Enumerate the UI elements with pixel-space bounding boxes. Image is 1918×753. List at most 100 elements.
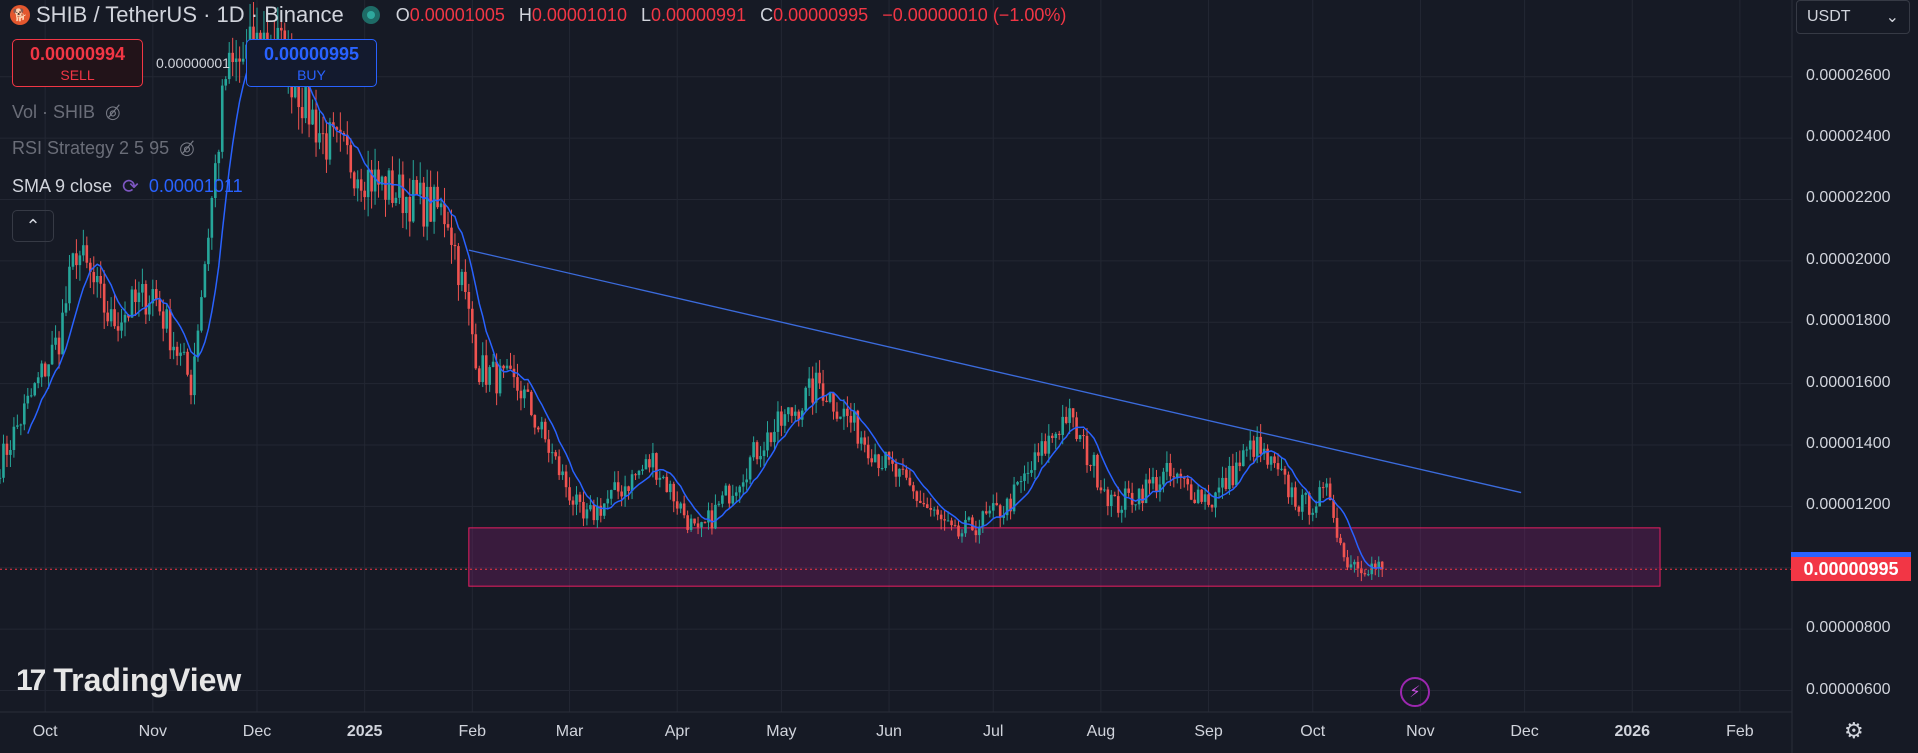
candle-body [1179,473,1183,478]
candle-body [877,454,880,469]
descending-trendline[interactable] [468,249,1522,494]
candle-body [609,490,613,499]
candle-body [689,518,693,530]
support-zone[interactable] [468,527,1661,587]
candle-body [1335,517,1339,538]
market-status-icon[interactable] [361,6,380,24]
candle [1030,461,1033,477]
high-label: H [518,4,532,25]
candle [1228,456,1231,495]
candle [894,458,898,487]
candle [1106,486,1110,516]
candle-body [321,133,325,135]
candle [88,258,92,288]
candle [682,495,686,519]
candle [1231,453,1235,489]
candle-body [1057,433,1061,435]
candle [561,464,564,480]
buy-button[interactable]: 0.00000995 BUY [246,39,377,87]
candle-body [974,530,978,536]
indicator-vol[interactable]: Vol · SHIB ◎̸ [12,102,121,123]
last-price-tag: 0.00000995 [1791,557,1911,582]
candle-body [471,308,474,335]
candle [703,521,707,524]
candle-body [307,75,311,125]
candle [446,211,450,231]
candle-body [1050,435,1054,439]
candle [776,401,780,443]
buy-label: BUY [297,66,326,83]
candle [991,494,995,518]
symbol-title[interactable]: SHIB / TetherUS · 1D · Binance [36,2,344,27]
candle-body [1023,473,1026,482]
candle [241,41,245,65]
candle [491,353,495,368]
candle [366,150,370,217]
candle-body [1241,450,1245,467]
candle-body [1033,452,1037,471]
candle-body [130,289,134,318]
candle-body [585,509,589,519]
candle [835,402,839,422]
candle-body [137,292,141,303]
candle-body [415,179,419,195]
candle-body [842,408,846,417]
indicator-sma[interactable]: SMA 9 close ⟳ 0.00001011 [12,174,243,199]
candle [1380,561,1384,577]
candle-body [780,411,783,426]
sell-button[interactable]: 0.00000994 SELL [12,39,143,87]
candle [505,358,509,371]
candle [54,325,57,350]
candle [919,490,922,504]
candle-body [1005,498,1009,516]
candle-body [1026,472,1030,474]
candle-body [568,487,571,501]
lightning-icon[interactable]: ⚡ [1400,677,1430,707]
candle [1349,555,1353,570]
candle [71,252,75,270]
candle-body [1096,454,1099,488]
candle [450,209,453,264]
candle-body [821,383,825,401]
candle-body [1210,504,1214,508]
candle-body [318,133,321,143]
candle [634,473,637,481]
indicator-sma-value: 0.00001011 [148,176,243,196]
candle [102,270,106,329]
candle-body [530,391,533,416]
candle-body [446,224,450,228]
time-tick-label: Dec [1510,723,1539,740]
currency-select[interactable]: USDT ⌄ [1796,0,1910,34]
candle-body [1106,489,1110,507]
eye-hidden-icon[interactable]: ◎̸ [105,102,121,122]
candle [759,446,762,468]
candle [693,518,696,526]
time-tick-label: May [766,723,797,740]
candle [568,477,571,506]
candle [648,454,651,473]
candle-body [439,203,443,208]
candle-body [637,470,641,476]
gear-icon[interactable]: ⚙ [1844,718,1864,743]
collapse-legend-button[interactable]: ⌃ [12,210,54,242]
candle [408,178,412,237]
candle-body [429,186,432,222]
candle-body [634,474,637,476]
candle-body [64,303,68,313]
candle [377,160,380,198]
candle [464,259,467,300]
candle-body [828,392,832,402]
candle [1082,428,1085,449]
candle [1335,507,1339,543]
candle-body [505,365,509,369]
candle-body [1266,448,1269,465]
indicator-rsi[interactable]: RSI Strategy 2 5 95 ◎̸ [12,138,195,159]
candle [210,196,214,250]
candle [481,342,485,388]
price-tick-label: 0.00000600 [1806,680,1891,698]
spread-value: 0.00000001 [156,55,230,71]
candle-body [0,477,2,479]
eye-hidden-icon[interactable]: ◎̸ [179,138,195,158]
candle [1092,452,1096,478]
